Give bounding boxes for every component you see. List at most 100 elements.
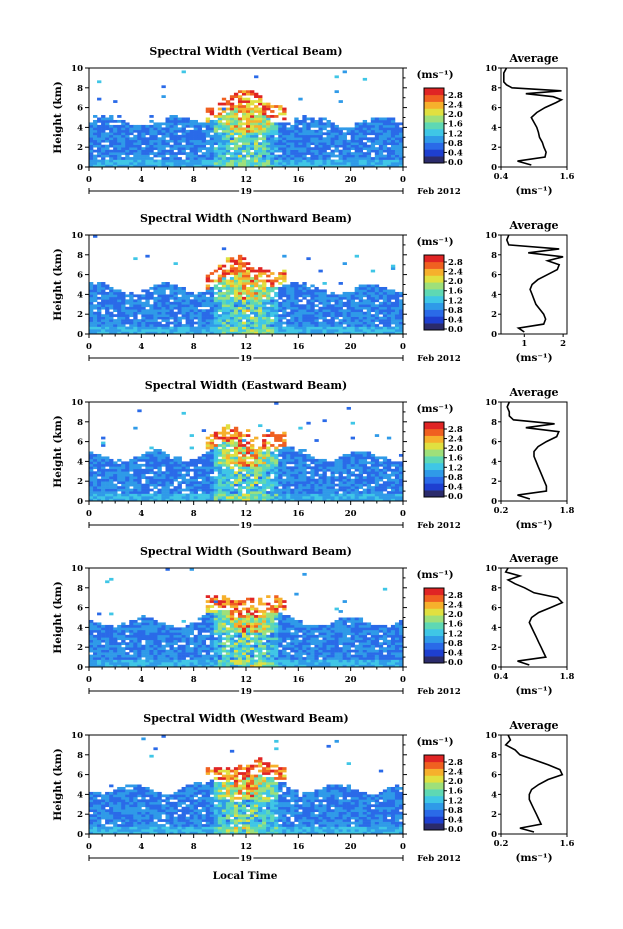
heatmap-cell (338, 309, 343, 313)
heatmap-cell (133, 157, 138, 160)
heatmap-cell (314, 439, 319, 442)
heatmap-cell (177, 461, 182, 465)
heatmap-cell (89, 451, 94, 455)
heatmap-cell (274, 162, 279, 165)
heatmap-cell (254, 468, 259, 472)
heatmap-cell (318, 309, 323, 313)
heatmap-cell (366, 294, 372, 298)
heatmap-cell (318, 157, 323, 160)
heatmap-cell (278, 277, 283, 280)
heatmap-cell (278, 112, 283, 116)
heatmap-cell (221, 102, 227, 106)
heatmap-cell (149, 329, 154, 332)
heatmap-cell (390, 461, 396, 465)
heatmap-cell (246, 326, 251, 330)
heatmap-cell (161, 286, 166, 290)
heatmap-cell (246, 139, 251, 143)
heatmap-cell (161, 294, 166, 298)
heatmap-cell (165, 119, 170, 123)
heatmap-cell (338, 321, 343, 325)
heatmap-cell (270, 272, 275, 275)
heatmap-cell (169, 309, 174, 313)
heatmap-cell (390, 306, 396, 310)
heatmap-cell (310, 304, 315, 308)
heatmap-cell (318, 321, 323, 325)
heatmap-cell (378, 488, 384, 492)
heatmap-cell (302, 488, 307, 492)
heatmap-cell (101, 294, 106, 298)
heatmap-cell (117, 634, 122, 638)
heatmap-cell (306, 319, 311, 322)
heatmap-cell (366, 132, 372, 136)
heatmap-cell (270, 132, 275, 136)
heatmap-cell (314, 162, 319, 165)
heatmap-cell (250, 282, 255, 285)
heatmap-cell (390, 142, 396, 146)
heatmap-cell (89, 466, 94, 470)
heatmap-cell (266, 286, 271, 290)
heatmap-cell (302, 466, 307, 470)
heatmap-cell (266, 456, 271, 460)
heatmap-cell (201, 498, 207, 502)
heatmap-cell (113, 306, 118, 310)
heatmap-cell (246, 144, 251, 148)
colorbar-segment (424, 108, 444, 116)
heatmap-cell (246, 319, 251, 322)
heatmap-cell (398, 134, 404, 138)
heatmap-cell (262, 119, 267, 123)
heatmap-cell (254, 478, 259, 482)
heatmap-cell (334, 134, 339, 138)
heatmap-cell (378, 149, 384, 153)
heatmap-cell (274, 316, 279, 320)
heatmap-cell (97, 304, 102, 308)
heatmap-cell (270, 282, 275, 285)
heatmap-cell (141, 137, 146, 141)
x-tick-label: 4 (138, 342, 144, 352)
heatmap-cell (237, 254, 243, 258)
heatmap-cell (177, 321, 182, 325)
heatmap-cell (266, 468, 271, 472)
heatmap-cell (274, 434, 279, 437)
heatmap-cell (286, 321, 291, 325)
heatmap-cell (97, 316, 102, 320)
heatmap-cell (197, 456, 203, 460)
heatmap-cell (342, 154, 347, 158)
heatmap-cell (358, 451, 364, 455)
heatmap-cell (201, 471, 207, 475)
heatmap-cell (354, 488, 360, 492)
heatmap-cell (177, 306, 182, 310)
heatmap-cell (229, 122, 235, 126)
heatmap-cell (101, 657, 106, 660)
heatmap-cell (306, 478, 311, 482)
heatmap-cell (113, 461, 118, 465)
heatmap-cell (382, 306, 388, 310)
heatmap-cell (374, 157, 380, 160)
heatmap-cell (310, 152, 315, 155)
heatmap-cell (270, 122, 275, 126)
heatmap-cell (225, 451, 231, 455)
average-x-tick-label: 1.6 (560, 172, 575, 182)
heatmap-cell (326, 152, 331, 155)
heatmap-cell (278, 466, 283, 470)
heatmap-cell (149, 324, 154, 327)
heatmap-cell (394, 314, 400, 317)
heatmap-cell (398, 127, 404, 131)
heatmap-cell (330, 481, 335, 484)
heatmap-cell (125, 164, 130, 168)
heatmap-cell (165, 458, 170, 462)
heatmap-cell (306, 164, 311, 168)
heatmap-cell (338, 127, 343, 131)
heatmap-cell (229, 289, 235, 293)
heatmap-cell (350, 466, 355, 470)
heatmap-cell (105, 461, 110, 465)
heatmap-cell (294, 476, 299, 480)
heatmap-cell (157, 142, 162, 146)
heatmap-cell (221, 134, 227, 138)
heatmap-cell (225, 144, 231, 148)
colorbar-segment (424, 115, 444, 123)
heatmap-cell (294, 461, 299, 465)
heatmap-cell (205, 493, 211, 497)
heatmap-cell (262, 299, 267, 303)
heatmap-cell (350, 463, 355, 467)
heatmap-cell (113, 652, 118, 655)
